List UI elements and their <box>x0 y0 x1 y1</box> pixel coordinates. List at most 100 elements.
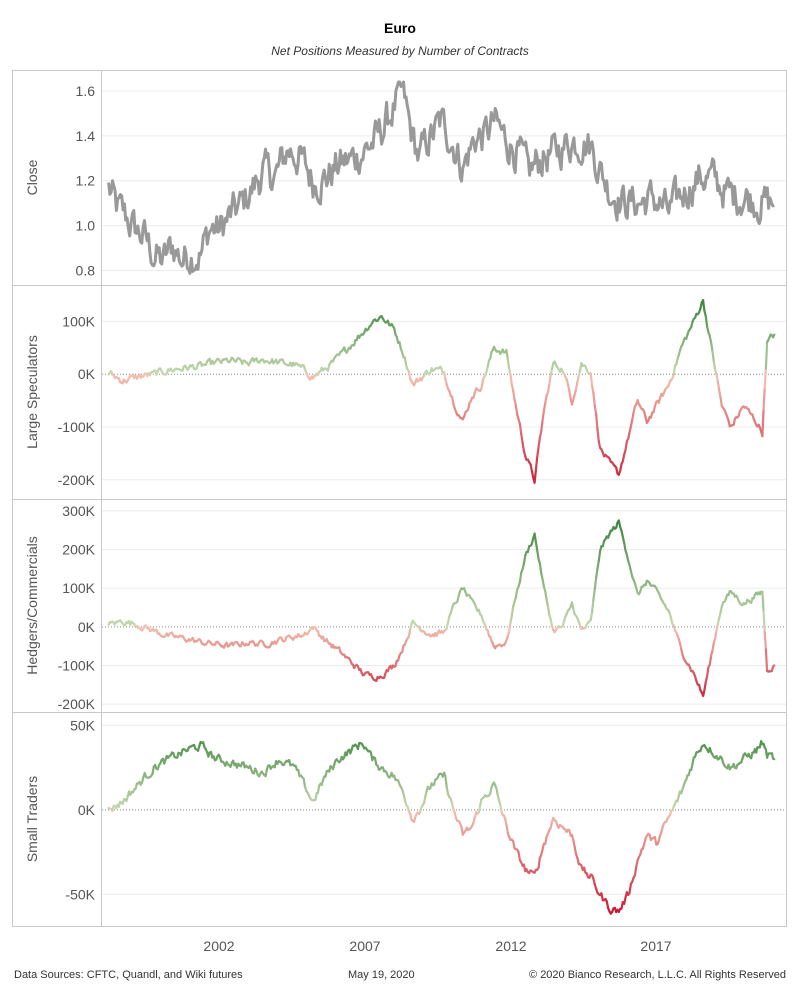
net-position-segment <box>628 882 633 895</box>
net-position-segment <box>711 641 715 652</box>
net-position-segment <box>546 383 551 394</box>
net-position-segment <box>594 412 599 430</box>
net-position-segment <box>713 629 718 640</box>
net-position-segment <box>534 541 539 552</box>
net-position-segment <box>316 784 321 794</box>
publication-date: May 19, 2020 <box>348 969 415 981</box>
net-position-segment <box>514 404 519 416</box>
y-tick-label: -200K <box>58 472 96 488</box>
net-position-segment <box>705 666 710 678</box>
net-position-segment <box>533 532 538 544</box>
net-position-segment <box>302 777 307 788</box>
net-position-segment <box>762 610 766 634</box>
net-position-segment <box>521 441 526 452</box>
net-position-segment <box>520 432 524 444</box>
net-position-segment <box>631 411 635 422</box>
net-position-segment <box>672 364 677 376</box>
net-position-segment <box>716 380 721 391</box>
y-tick-label: 300K <box>62 503 95 519</box>
net-position-segment <box>538 429 543 439</box>
net-position-segment <box>771 664 776 668</box>
net-position-segment <box>597 550 602 562</box>
net-position-segment <box>590 385 595 395</box>
net-position-segment <box>596 427 600 443</box>
net-position-segment <box>537 856 542 869</box>
net-position-segment <box>518 571 523 584</box>
net-position-segment <box>764 648 769 673</box>
net-position-segment <box>574 380 579 391</box>
y-axis-title: Close <box>24 159 40 195</box>
net-position-segment <box>623 542 627 552</box>
net-position-segment <box>761 408 765 438</box>
net-position-segment <box>534 456 539 471</box>
net-position-segment <box>512 389 516 401</box>
net-position-segment <box>624 440 629 452</box>
y-axis-title: Hedgers/Commercials <box>24 536 40 674</box>
net-position-segment <box>568 389 572 400</box>
net-position-segment <box>621 453 626 463</box>
net-position-segment <box>451 395 455 406</box>
y-tick-label: 0K <box>78 619 96 635</box>
net-position-segment <box>505 824 509 834</box>
net-position-segment <box>506 358 511 370</box>
net-position-segment <box>541 409 546 422</box>
net-position-segment <box>621 535 626 545</box>
net-position-segment <box>314 792 318 801</box>
net-position-segment <box>407 370 412 380</box>
net-position-segment <box>398 341 402 350</box>
net-position-segment <box>703 680 707 692</box>
y-tick-label: 200K <box>62 542 95 558</box>
net-position-segment <box>518 422 523 435</box>
net-position-segment <box>709 341 714 353</box>
net-position-segment <box>509 373 513 386</box>
net-position-segment <box>593 404 598 415</box>
net-position-segment <box>717 388 722 399</box>
net-position-segment <box>605 900 610 910</box>
net-position-segment <box>712 360 717 371</box>
close-price-line <box>107 80 775 275</box>
y-tick-label: 100K <box>62 313 95 329</box>
y-tick-label: 0.8 <box>76 263 96 279</box>
net-position-segment <box>573 845 578 856</box>
net-position-segment <box>444 775 448 789</box>
net-position-segment <box>505 348 509 361</box>
net-position-segment <box>635 859 639 869</box>
net-position-segment <box>593 576 598 591</box>
y-tick-label: 100K <box>62 580 95 596</box>
y-tick-label: 0K <box>78 366 96 382</box>
net-position-segment <box>445 785 450 796</box>
net-position-segment <box>592 391 596 407</box>
net-position-segment <box>771 333 776 339</box>
net-position-segment <box>549 617 554 628</box>
net-position-segment <box>510 605 515 618</box>
net-position-segment <box>542 401 547 412</box>
net-position-segment <box>536 549 540 561</box>
net-position-segment <box>540 418 544 432</box>
net-position-segment <box>499 803 503 813</box>
net-position-segment <box>546 604 551 617</box>
net-position-segment <box>467 401 471 411</box>
net-position-segment <box>570 601 575 611</box>
net-position-segment <box>544 835 548 845</box>
net-position-segment <box>541 578 546 588</box>
net-position-segment <box>401 644 405 654</box>
net-position-segment <box>407 628 412 638</box>
net-position-segment <box>533 468 538 484</box>
net-position-segment <box>589 610 594 622</box>
net-position-segment <box>529 463 534 473</box>
chart-frame <box>12 70 787 927</box>
net-position-segment <box>763 367 768 390</box>
x-tick-label: 2012 <box>495 938 526 954</box>
net-position-segment <box>701 299 706 312</box>
net-position-segment <box>544 394 548 404</box>
y-tick-label: 1.2 <box>76 173 96 189</box>
net-position-segment <box>544 590 548 601</box>
net-position-segment <box>763 630 768 651</box>
net-position-segment <box>619 463 623 472</box>
y-axis-title: Large Speculators <box>24 335 40 449</box>
net-position-segment <box>514 588 519 599</box>
net-position-segment <box>708 654 713 666</box>
net-position-segment <box>403 356 408 367</box>
net-position-segment <box>771 757 776 761</box>
